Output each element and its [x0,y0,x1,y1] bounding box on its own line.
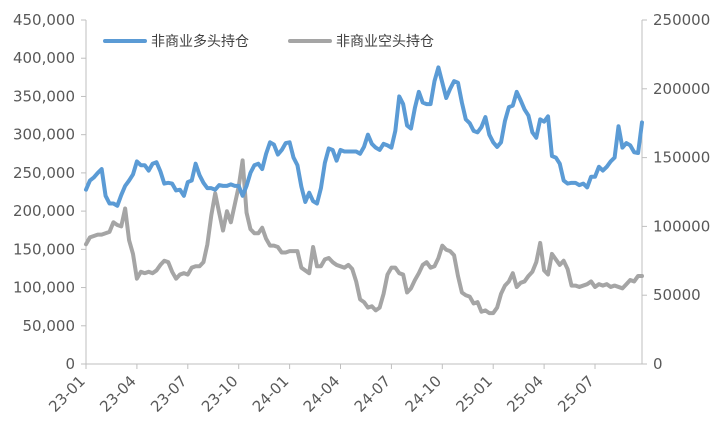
left-y-tick-label: 200,000 [13,202,75,220]
left-y-tick-label: 0 [65,355,75,373]
left-y-tick-label: 450,000 [13,11,75,29]
right-y-axis-ticks: 0 50000 100000 150000 200000 250000 [642,11,710,373]
series-line-short-positions [84,158,644,316]
left-y-tick-label: 150,000 [13,240,75,258]
right-y-tick-label: 50000 [653,286,701,304]
left-y-tick-label: 400,000 [13,49,75,67]
left-y-tick-label: 50,000 [23,317,76,335]
x-tick-label: 25-04 [503,372,547,416]
left-y-tick-label: 100,000 [13,279,75,297]
right-y-tick-label: 100000 [653,217,710,235]
x-tick-label: 23-07 [147,372,191,416]
legend-item-long: 非商业多头持仓 [103,33,249,50]
right-y-tick-label: 0 [653,355,663,373]
left-y-tick-label: 250,000 [13,164,75,182]
right-y-tick-label: 250000 [653,11,710,29]
legend-item-short: 非商业空头持仓 [288,34,434,50]
series-line-long-positions [84,65,644,208]
x-tick-label: 23-01 [45,372,89,416]
axes [85,20,643,365]
x-axis-ticks: 23-01 23-04 23-07 23-10 24-01 24-04 24-07 24-10… [45,364,598,416]
x-tick-label: 24-04 [300,372,344,416]
x-tick-label: 24-01 [249,372,293,416]
right-y-tick-label: 150000 [653,149,710,167]
legend: 非商业多头持仓 非商业空头持仓 [103,33,434,50]
series-layer [84,65,644,316]
x-tick-label: 24-10 [402,372,446,416]
legend-label-long: 非商业多头持仓 [151,33,249,50]
left-y-axis-ticks: 0 50,000 100,000 150,000 200,000 250,000 300,0… [13,11,86,373]
x-tick-label: 23-04 [96,372,140,416]
x-tick-label: 23-10 [198,372,242,416]
left-y-tick-label: 300,000 [13,126,75,144]
x-tick-label: 24-07 [351,372,395,416]
legend-label-short: 非商业空头持仓 [336,34,434,50]
right-y-tick-label: 200000 [653,80,710,98]
left-y-tick-label: 350,000 [13,87,75,105]
x-tick-label: 25-07 [554,372,598,416]
x-tick-label: 25-01 [452,372,496,416]
